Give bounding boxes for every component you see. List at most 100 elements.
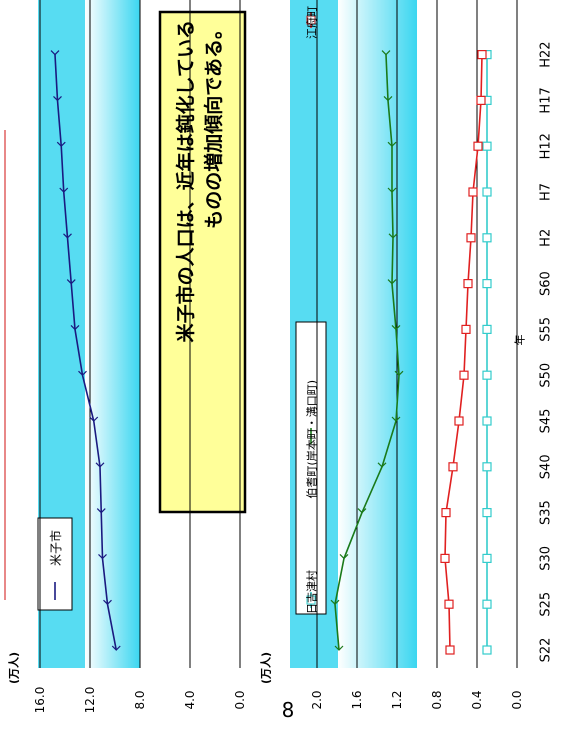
- data-point-1-1-2: [98, 553, 107, 560]
- legend-box-2: [295, 321, 327, 615]
- value-tick-1-12.0: 12.0: [83, 687, 97, 714]
- data-point-2-3-8: [463, 279, 473, 289]
- series-line-1-1: [54, 54, 118, 651]
- data-point-1-1-6: [78, 370, 87, 377]
- category-label-S25: S25: [539, 592, 554, 617]
- data-point-1-1-9: [63, 233, 72, 239]
- data-point-2-2-12: [383, 95, 393, 102]
- category-label-S35: S35: [539, 500, 554, 525]
- value-tick-2-0.0: 0.0: [510, 690, 524, 709]
- unit-label-1: (万人): [7, 652, 21, 684]
- data-point-2-2-8: [387, 279, 397, 285]
- value-tick-1-4.0: 4.0: [183, 690, 197, 709]
- legend-marker-2-3: [306, 15, 316, 25]
- unit-label-2: (万人): [259, 652, 273, 684]
- data-point-1-1-8: [66, 279, 76, 285]
- data-point-2-3-10: [468, 187, 478, 197]
- data-point-2-1-1: [482, 599, 492, 609]
- data-point-2-1-2: [482, 553, 492, 564]
- data-point-1-1-12: [53, 95, 62, 102]
- data-point-2-3-9: [466, 233, 476, 243]
- data-point-2-1-9: [482, 233, 492, 243]
- data-point-2-3-0: [445, 645, 455, 655]
- data-point-2-2-13: [381, 50, 391, 56]
- category-label-S50: S50: [539, 363, 554, 388]
- data-point-2-3-5: [454, 416, 464, 426]
- data-point-2-2-10: [387, 187, 397, 193]
- data-point-2-1-0: [482, 645, 492, 655]
- data-point-2-1-3: [482, 508, 492, 518]
- data-point-2-1-5: [482, 416, 492, 426]
- data-point-2-3-2: [440, 553, 450, 564]
- data-point-2-1-10: [482, 187, 492, 197]
- plot-band-1: [85, 0, 140, 668]
- category-label-S22: S22: [539, 638, 554, 663]
- category-label-S40: S40: [539, 454, 554, 479]
- data-point-2-2-9: [388, 233, 398, 239]
- data-point-2-2-0: [334, 645, 344, 651]
- value-tick-1-0.0: 0.0: [233, 690, 247, 709]
- series-line-2-3: [444, 54, 483, 651]
- callout-line-1: 米子市の人口は、近年は鈍化している: [174, 20, 197, 342]
- value-tick-1-8.0: 8.0: [133, 690, 147, 709]
- data-point-2-2-6: [394, 370, 404, 377]
- data-point-1-1-13: [50, 50, 60, 56]
- x-axis-title: 年: [513, 335, 527, 346]
- category-label-S55: S55: [539, 317, 554, 342]
- category-label-H17: H17: [539, 87, 554, 113]
- data-point-2-3-6: [459, 370, 469, 380]
- category-label-H2: H2: [539, 229, 554, 247]
- data-point-2-3-4: [448, 462, 458, 472]
- data-point-1-1-1: [103, 599, 112, 606]
- category-label-S60: S60: [539, 271, 554, 296]
- value-tick-2-0.8: 0.8: [430, 690, 444, 709]
- data-point-2-3-12: [476, 95, 486, 106]
- category-label-S30: S30: [539, 546, 554, 571]
- page-number: 8: [282, 698, 295, 722]
- data-point-2-1-4: [482, 462, 492, 472]
- data-point-1-1-7: [70, 324, 80, 331]
- data-point-2-3-1: [444, 599, 454, 609]
- callout-line-2: ものの増加傾向である。: [202, 20, 225, 229]
- data-point-1-1-4: [95, 462, 105, 468]
- data-point-2-2-7: [391, 324, 401, 331]
- plot-band-2: [338, 0, 417, 668]
- data-point-2-2-11: [387, 141, 397, 148]
- legend-label-yonago: 米子市: [48, 530, 63, 566]
- data-point-2-2-3: [357, 508, 367, 514]
- data-point-2-3-11: [473, 141, 483, 151]
- data-point-2-2-1: [330, 599, 340, 606]
- data-point-2-3-3: [441, 508, 451, 518]
- category-label-S45: S45: [539, 409, 554, 434]
- data-point-2-1-6: [482, 370, 492, 380]
- legend-label-2-1: 日吉津村: [305, 570, 319, 614]
- callout-box: [158, 10, 247, 514]
- value-tick-2-1.6: 1.6: [350, 690, 364, 709]
- legend-marker-2-1: [306, 595, 316, 605]
- data-point-2-3-13: [477, 49, 487, 60]
- value-tick-2-2.0: 2.0: [310, 690, 324, 709]
- data-point-2-2-2: [339, 553, 349, 560]
- value-tick-2-0.4: 0.4: [470, 690, 484, 709]
- data-point-2-1-7: [482, 324, 492, 334]
- data-point-2-2-4: [377, 462, 387, 468]
- data-point-1-1-10: [59, 187, 69, 193]
- category-label-H22: H22: [539, 41, 554, 67]
- legend-label-2-2: 伯耆町(岸本町・溝口町): [305, 380, 319, 499]
- value-tick-2-1.2: 1.2: [390, 690, 404, 709]
- data-point-2-2-5: [391, 416, 401, 422]
- category-label-H7: H7: [539, 183, 554, 201]
- data-point-1-1-3: [96, 508, 106, 514]
- data-point-2-1-11: [482, 141, 492, 151]
- data-point-1-1-0: [111, 645, 121, 651]
- data-point-1-1-5: [89, 416, 99, 422]
- series-line-2-2: [334, 54, 400, 651]
- data-point-2-1-8: [482, 279, 492, 289]
- value-tick-1-16.0: 16.0: [33, 687, 47, 714]
- legend-label-2-3: 江府町: [305, 6, 319, 39]
- data-point-2-3-7: [461, 324, 471, 334]
- data-point-1-1-11: [56, 141, 66, 148]
- category-label-H12: H12: [539, 133, 554, 159]
